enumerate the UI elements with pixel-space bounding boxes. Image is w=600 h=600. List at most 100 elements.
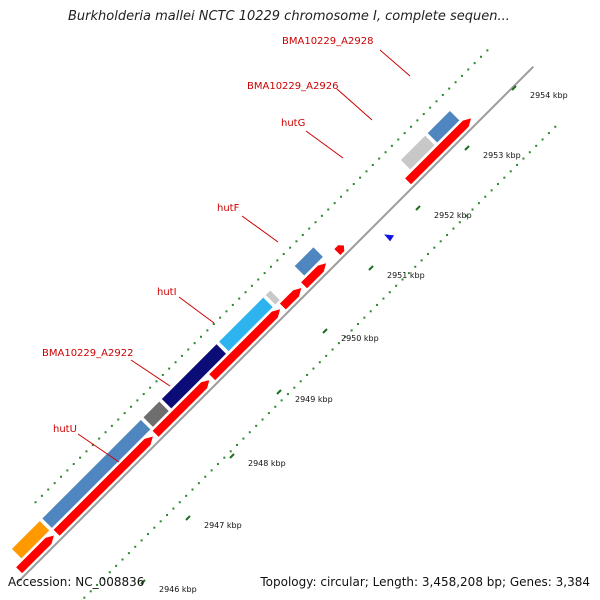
scale-tick-label: 2954 kbp xyxy=(530,91,568,100)
guide-dot xyxy=(350,329,353,332)
guide-dot xyxy=(365,170,368,173)
gene-label: hutI xyxy=(157,287,177,298)
guide-dot xyxy=(185,494,188,497)
left-dotted-guide xyxy=(34,49,489,504)
guide-dot xyxy=(255,424,258,427)
reverse-feature-4 xyxy=(160,343,227,410)
guide-dot xyxy=(244,291,247,294)
reverse-feature-7 xyxy=(293,246,324,277)
right-dotted-guide xyxy=(83,125,557,599)
guide-dot xyxy=(191,488,194,491)
guide-dot xyxy=(371,163,374,166)
gene-labels: BMA10229_A2928 BMA10229_A2926 hutG hutF hutI… xyxy=(42,36,411,463)
forward-arrow-1 xyxy=(15,534,55,575)
guide-dot xyxy=(344,335,347,338)
guide-dot xyxy=(159,520,162,523)
guide-dot xyxy=(337,342,340,345)
gene-label: BMA10229_A2926 xyxy=(247,81,338,92)
gene-label: BMA10229_A2928 xyxy=(282,36,373,47)
guide-dot xyxy=(435,100,438,103)
scale-tick-label: 2952 kbp xyxy=(434,211,472,220)
guide-dot xyxy=(401,278,404,281)
scale-tick-label: 2950 kbp xyxy=(341,334,379,343)
guide-dot xyxy=(554,125,557,128)
guide-dot xyxy=(541,138,544,141)
scale-tick-mark xyxy=(140,579,146,585)
guide-dot xyxy=(467,68,470,71)
guide-dot xyxy=(123,412,126,415)
guide-dot xyxy=(359,176,362,179)
guide-dot xyxy=(257,278,260,281)
guide-dot xyxy=(433,246,436,249)
guide-dot xyxy=(261,418,264,421)
guide-dot xyxy=(242,437,245,440)
accession-text: Accession: NC_008836 xyxy=(8,575,145,589)
guide-dot xyxy=(331,348,334,351)
reverse-feature-6 xyxy=(264,289,281,306)
guide-dot xyxy=(110,424,113,427)
scale-tick-mark xyxy=(368,265,374,271)
guide-dot xyxy=(168,367,171,370)
guide-dot xyxy=(85,450,88,453)
guide-dot xyxy=(47,488,50,491)
guide-dot xyxy=(166,513,169,516)
forward-arrow-8 xyxy=(404,117,472,186)
guide-dot xyxy=(446,233,449,236)
guide-dot xyxy=(72,463,75,466)
guide-dot xyxy=(490,189,493,192)
guide-dot xyxy=(149,386,152,389)
guide-dot xyxy=(484,195,487,198)
scale-tick-label: 2951 kbp xyxy=(387,271,425,280)
reverse-feature-5 xyxy=(218,296,274,353)
guide-dot xyxy=(117,418,120,421)
forward-arrow-4 xyxy=(208,308,281,382)
guide-dot xyxy=(503,176,506,179)
guide-dot xyxy=(299,380,302,383)
scale-tick-label: 2948 kbp xyxy=(248,459,286,468)
guide-dot xyxy=(340,195,343,198)
guide-dot xyxy=(216,463,219,466)
genome-summary-text: Topology: circular; Length: 3,458,208 bp… xyxy=(260,575,590,589)
guide-dot xyxy=(452,227,455,230)
scale-ticks: 2954 kbp 2953 kbp 2952 kbp 2951 kbp 2950 kbp… xyxy=(140,85,568,594)
guide-dot xyxy=(180,354,183,357)
guide-dot xyxy=(378,157,381,160)
guide-dot xyxy=(346,189,349,192)
guide-dot xyxy=(248,431,251,434)
guide-dot xyxy=(134,545,137,548)
guide-dot xyxy=(270,265,273,268)
scale-tick-mark xyxy=(464,145,470,151)
guide-dot xyxy=(89,590,92,593)
guide-dot xyxy=(369,310,372,313)
guide-dot xyxy=(115,564,118,567)
guide-dot xyxy=(204,475,207,478)
gene-leader-line xyxy=(379,49,411,77)
guide-dot xyxy=(388,291,391,294)
gene-leader-line xyxy=(130,359,171,387)
guide-dot xyxy=(155,380,158,383)
guide-dot xyxy=(293,386,296,389)
guide-dot xyxy=(473,62,476,65)
guide-dot xyxy=(535,144,538,147)
guide-dot xyxy=(108,571,111,574)
gene-leader-line xyxy=(77,433,120,463)
guide-dot xyxy=(140,539,143,542)
forward-arrow-6 xyxy=(300,262,327,290)
guide-dot xyxy=(136,399,139,402)
guide-dot xyxy=(197,482,200,485)
scale-tick-mark xyxy=(511,85,517,91)
guide-dot xyxy=(146,533,149,536)
guide-dot xyxy=(395,284,398,287)
guide-dot xyxy=(376,303,379,306)
reverse-feature-1 xyxy=(11,520,51,560)
guide-dot xyxy=(306,373,309,376)
guide-dot xyxy=(60,475,63,478)
scale-tick-label: 2946 kbp xyxy=(159,585,197,594)
scale-tick-mark xyxy=(415,205,421,211)
guide-dot xyxy=(352,183,355,186)
guide-dot xyxy=(363,316,366,319)
forward-arrow-2 xyxy=(52,435,154,537)
guide-dot xyxy=(327,208,330,211)
gene-label: BMA10229_A2922 xyxy=(42,348,133,359)
